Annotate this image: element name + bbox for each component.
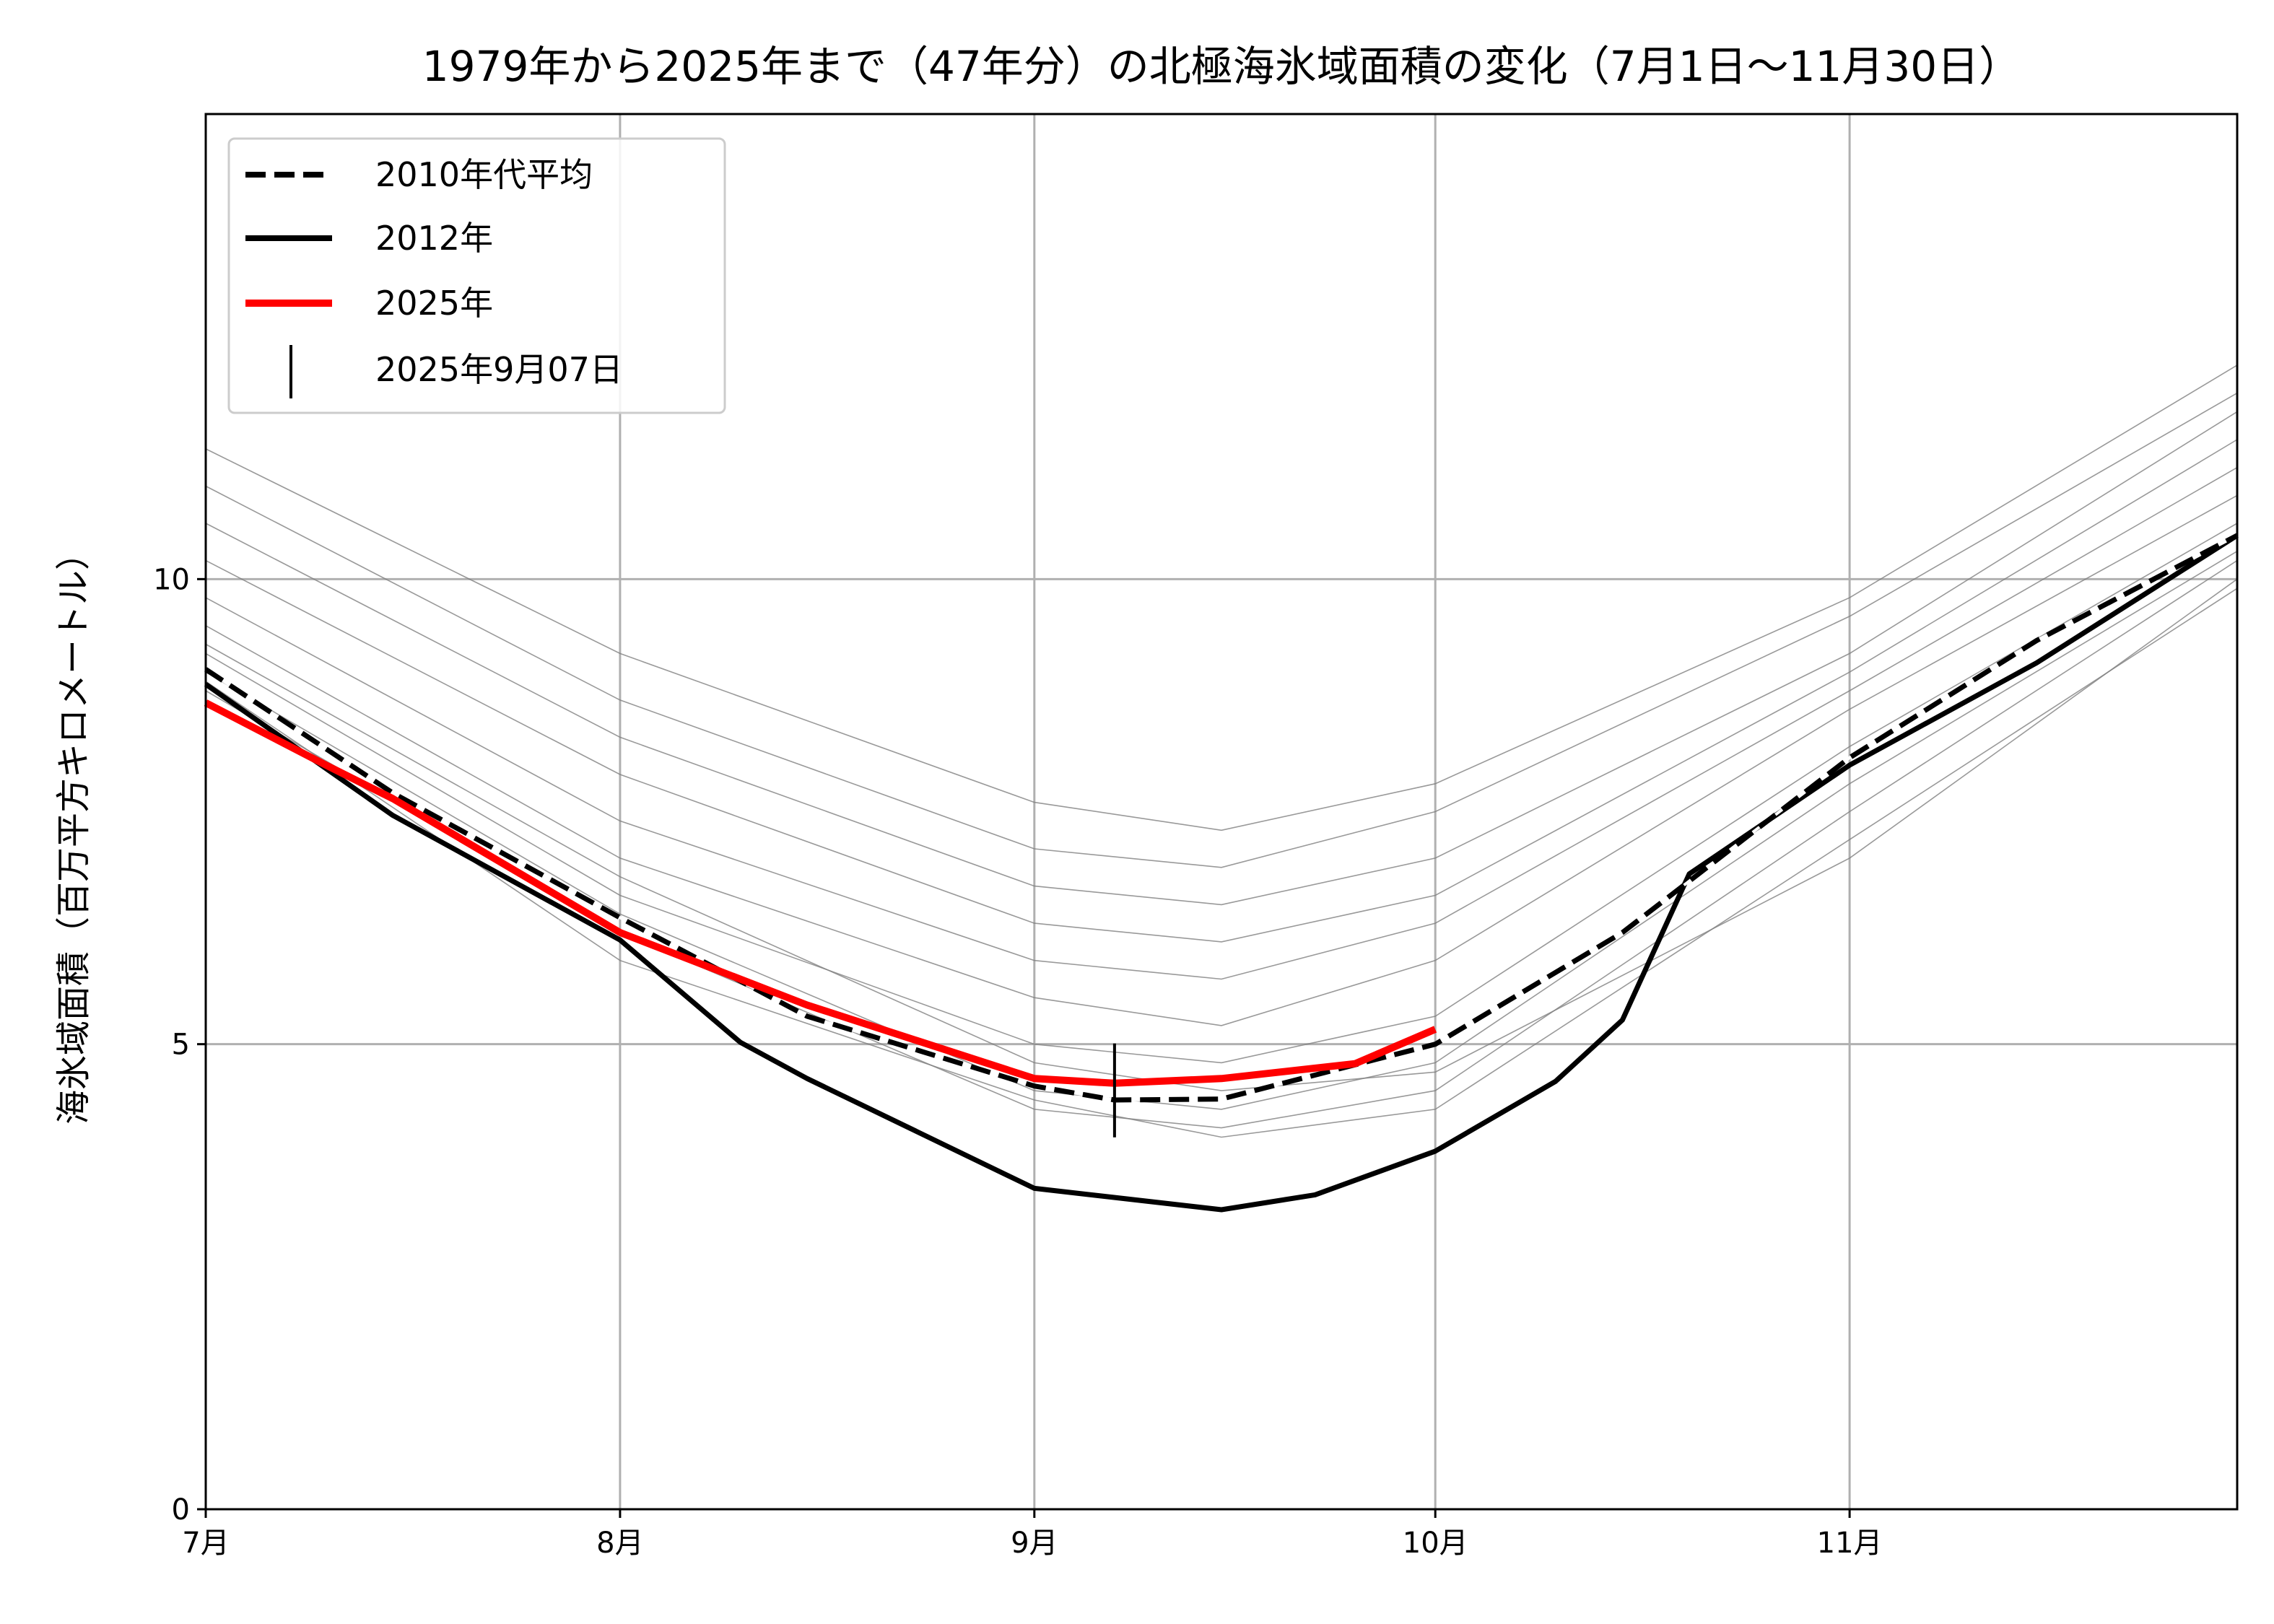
x-tick-label: 9月 xyxy=(1011,1527,1058,1560)
legend: 2010年代平均 2012年 2025年 2025年9月07日 xyxy=(227,137,726,414)
background-year-line xyxy=(205,523,2238,1064)
x-tick-label: 11月 xyxy=(1817,1527,1883,1560)
background-year-line xyxy=(205,551,2238,1110)
series-mean-underlay xyxy=(204,534,2238,1102)
background-year-line xyxy=(205,392,2238,868)
background-year-line xyxy=(205,467,2238,980)
legend-box xyxy=(227,137,726,414)
axis-ticks: 7月 8月 9月 10月 11月 0 5 10 xyxy=(153,563,1882,1560)
background-year-line xyxy=(205,411,2238,906)
background-year-line xyxy=(205,494,2238,1026)
x-tick-label: 10月 xyxy=(1403,1527,1468,1560)
background-year-line xyxy=(205,559,2238,1129)
y-tick-label: 5 xyxy=(172,1029,190,1062)
legend-label-2012: 2012年 xyxy=(375,219,493,258)
background-year-line xyxy=(205,364,2238,831)
chart-title: 1979年から2025年まで（47年分）の北極海氷域面積の変化（7月1日〜11月… xyxy=(422,42,2021,91)
legend-label-marker: 2025年9月07日 xyxy=(375,350,623,389)
series-lines xyxy=(204,533,2239,1213)
background-year-line xyxy=(205,578,2238,1091)
x-tick-label: 7月 xyxy=(182,1527,229,1560)
y-tick-label: 10 xyxy=(153,563,190,596)
background-year-line xyxy=(205,588,2238,1138)
legend-label-2025: 2025年 xyxy=(375,284,493,323)
x-tick-label: 8月 xyxy=(596,1527,643,1560)
plot-frame xyxy=(204,113,2239,1511)
y-tick-label: 0 xyxy=(172,1493,190,1527)
series-line-0 xyxy=(204,533,2239,1103)
y-axis-label: 海氷域面積（百万平方キロメートル） xyxy=(53,536,94,1125)
legend-label-mean: 2010年代平均 xyxy=(375,155,593,194)
series-line-2 xyxy=(204,699,1437,1087)
background-year-lines xyxy=(205,364,2238,1138)
background-year-line xyxy=(205,439,2238,943)
series-line-1 xyxy=(204,533,2239,1213)
